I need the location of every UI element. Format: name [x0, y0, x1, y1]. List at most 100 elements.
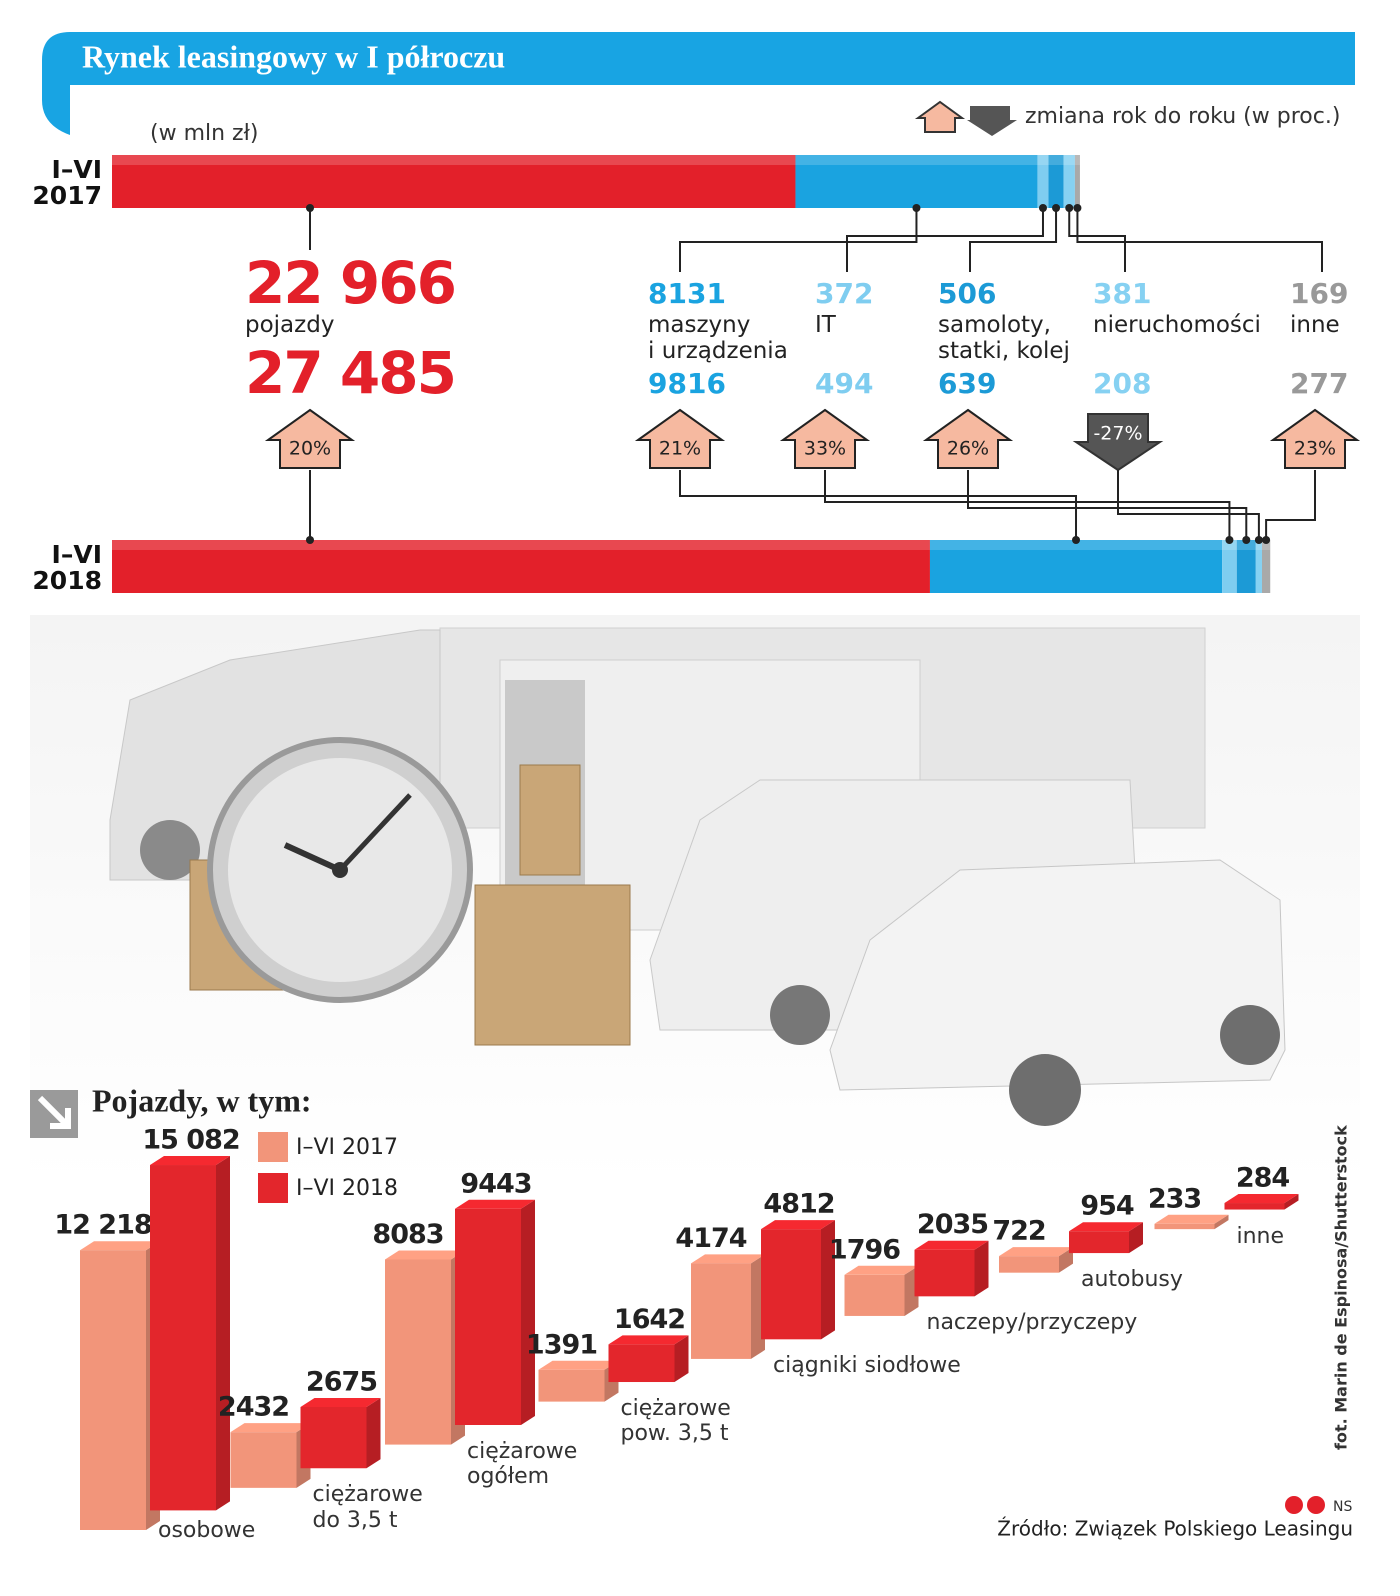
connector-dot: [1065, 204, 1074, 212]
series-name: nieruchomości: [1093, 312, 1261, 338]
change-arrow: [922, 408, 1014, 469]
bar-side: [216, 1156, 230, 1511]
author: NS: [1333, 1499, 1352, 1515]
legend-swatch: [258, 1132, 288, 1162]
connector-dot: [1254, 536, 1263, 544]
value-label: 954: [1080, 1191, 1134, 1222]
bar-side: [1214, 1214, 1229, 1230]
logo: [1285, 1496, 1303, 1514]
legend-label: I–VI 2018: [296, 1176, 398, 1201]
bar-top: [761, 1220, 835, 1230]
title: Rynek leasingowy w I półroczu: [82, 38, 505, 74]
bar-side: [674, 1335, 689, 1383]
value-label: 722: [992, 1216, 1045, 1247]
value-label: 233: [1148, 1183, 1201, 1214]
connector: [1068, 208, 1126, 272]
bar: [691, 1263, 751, 1359]
bar-segment: [1261, 540, 1271, 593]
bar-highlight: [1037, 155, 1049, 165]
bar-top: [150, 1156, 230, 1166]
change-label: 26%: [947, 438, 989, 460]
bar-top: [1154, 1214, 1229, 1224]
change-label: 21%: [659, 438, 701, 460]
bar: [844, 1274, 905, 1316]
bar: [608, 1344, 675, 1383]
bar: [385, 1259, 451, 1445]
bar-top: [538, 1360, 619, 1370]
bar-top: [455, 1199, 535, 1209]
value-label: 22 966: [245, 249, 457, 317]
bar: [455, 1208, 521, 1425]
bar-top: [230, 1423, 311, 1433]
bar-highlight: [1063, 155, 1075, 165]
corner-icon: [30, 1090, 78, 1138]
bar-highlight: [112, 155, 796, 165]
value-label: 277: [1290, 367, 1349, 400]
bar-highlight: [1074, 155, 1080, 165]
bar-top: [300, 1398, 381, 1408]
bar: [150, 1165, 216, 1511]
change-arrow: [634, 408, 726, 469]
bar-top: [691, 1254, 765, 1264]
connector-dot: [1052, 204, 1061, 212]
category-label: osobowe: [158, 1518, 256, 1544]
value-label: 506: [938, 277, 997, 310]
connector-dot: [306, 536, 314, 544]
bar-top: [999, 1247, 1073, 1257]
series-name: pojazdy: [245, 312, 335, 338]
bar-highlight: [112, 540, 930, 550]
bar-top: [844, 1265, 919, 1275]
connector-dot: [1262, 536, 1271, 544]
bar: [300, 1407, 367, 1469]
bar-segment: [1236, 540, 1256, 593]
bar: [538, 1369, 605, 1402]
bar-side: [521, 1199, 535, 1425]
value-label: 15 082: [142, 1125, 239, 1156]
legend-swatch: [258, 1173, 288, 1203]
bar-segment: [929, 540, 1223, 593]
value-label: 639: [938, 367, 997, 400]
change-arrow: [1072, 413, 1164, 472]
series-name: samoloty, statki, kolej: [938, 312, 1070, 365]
value-label: 9443: [460, 1168, 531, 1199]
connector-dot: [1038, 204, 1047, 212]
value-label: 2675: [306, 1367, 377, 1398]
value-label: 2035: [917, 1209, 988, 1240]
connector: [679, 208, 918, 272]
bar-highlight: [1222, 540, 1237, 550]
change-label: 23%: [1294, 438, 1336, 460]
bar-segment: [112, 155, 796, 208]
value-label: 169: [1290, 277, 1349, 310]
bar-segment: [1074, 155, 1080, 208]
category-label: ciągniki siodłowe: [773, 1353, 961, 1379]
bar-segment: [1255, 540, 1262, 593]
category-label: inne: [1236, 1223, 1285, 1249]
photo-credit: fot. Marin de Espinosa/Shutterstock: [1332, 1125, 1351, 1450]
photo: [30, 615, 1360, 1185]
value-label: 9816: [648, 367, 726, 400]
bar-top: [914, 1240, 989, 1250]
value-label: 381: [1093, 277, 1152, 310]
change-arrow: [1269, 408, 1361, 469]
connector: [679, 470, 1078, 540]
connector-dot: [912, 204, 921, 212]
bar: [914, 1249, 975, 1297]
bar: [999, 1256, 1059, 1273]
connector-dot: [306, 204, 314, 212]
bar-top: [1069, 1222, 1143, 1232]
bar: [1224, 1203, 1285, 1210]
series-name: maszyny i urządzenia: [648, 312, 788, 365]
category-label: autobusy: [1081, 1267, 1183, 1293]
logo: [1307, 1496, 1325, 1514]
connector-dot: [1073, 204, 1082, 212]
value-label: 494: [815, 367, 874, 400]
legend-down-icon: [967, 106, 1017, 136]
connector: [969, 208, 1058, 272]
bar: [80, 1250, 146, 1530]
bar-segment: [1063, 155, 1075, 208]
unit-note: (w mln zł): [150, 121, 258, 146]
bar-highlight: [1236, 540, 1256, 550]
row-label: I–VI 2018: [32, 540, 102, 596]
